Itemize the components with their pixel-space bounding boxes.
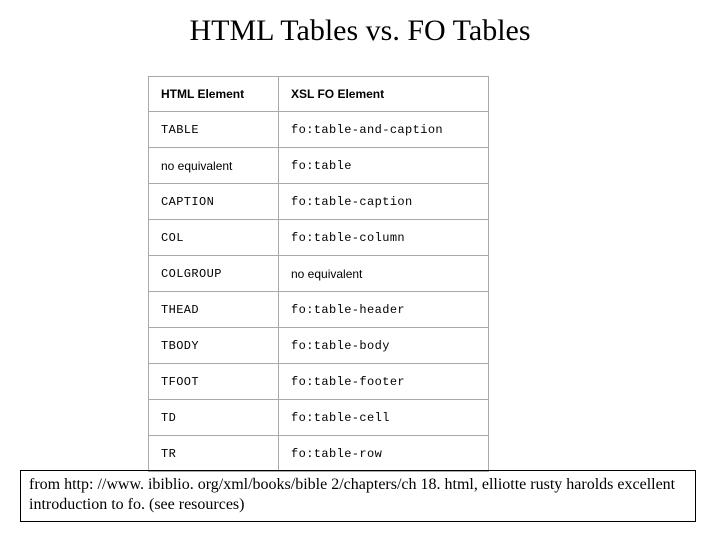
cell-html: TABLE	[149, 112, 279, 148]
comparison-table-wrap: HTML Element XSL FO Element TABLE fo:tab…	[148, 76, 489, 472]
table-row: COLGROUP no equivalent	[149, 256, 489, 292]
cell-html: TBODY	[149, 328, 279, 364]
table-row: TFOOT fo:table-footer	[149, 364, 489, 400]
table-row: COL fo:table-column	[149, 220, 489, 256]
slide-title: HTML Tables vs. FO Tables	[0, 14, 720, 48]
cell-html: no equivalent	[149, 148, 279, 184]
cell-html: COL	[149, 220, 279, 256]
cell-html: TFOOT	[149, 364, 279, 400]
cell-fo: fo:table-header	[279, 292, 489, 328]
cell-html: TD	[149, 400, 279, 436]
cell-fo: no equivalent	[279, 256, 489, 292]
cell-fo: fo:table-row	[279, 436, 489, 472]
table-row: no equivalent fo:table	[149, 148, 489, 184]
cell-fo: fo:table-cell	[279, 400, 489, 436]
table-header-row: HTML Element XSL FO Element	[149, 77, 489, 112]
comparison-table: HTML Element XSL FO Element TABLE fo:tab…	[148, 76, 489, 472]
cell-html: CAPTION	[149, 184, 279, 220]
header-xsl-fo-element: XSL FO Element	[279, 77, 489, 112]
cell-fo: fo:table-caption	[279, 184, 489, 220]
table-row: TBODY fo:table-body	[149, 328, 489, 364]
table-row: THEAD fo:table-header	[149, 292, 489, 328]
table-row: TD fo:table-cell	[149, 400, 489, 436]
cell-fo: fo:table	[279, 148, 489, 184]
table-row: TR fo:table-row	[149, 436, 489, 472]
header-html-element: HTML Element	[149, 77, 279, 112]
cell-html: THEAD	[149, 292, 279, 328]
slide: HTML Tables vs. FO Tables HTML Element X…	[0, 0, 720, 540]
cell-fo: fo:table-body	[279, 328, 489, 364]
cell-fo: fo:table-column	[279, 220, 489, 256]
cell-html: COLGROUP	[149, 256, 279, 292]
table-row: CAPTION fo:table-caption	[149, 184, 489, 220]
table-body: TABLE fo:table-and-caption no equivalent…	[149, 112, 489, 472]
footnote-box: from http: //www. ibiblio. org/xml/books…	[20, 470, 696, 522]
cell-html: TR	[149, 436, 279, 472]
cell-fo: fo:table-and-caption	[279, 112, 489, 148]
cell-fo: fo:table-footer	[279, 364, 489, 400]
table-row: TABLE fo:table-and-caption	[149, 112, 489, 148]
